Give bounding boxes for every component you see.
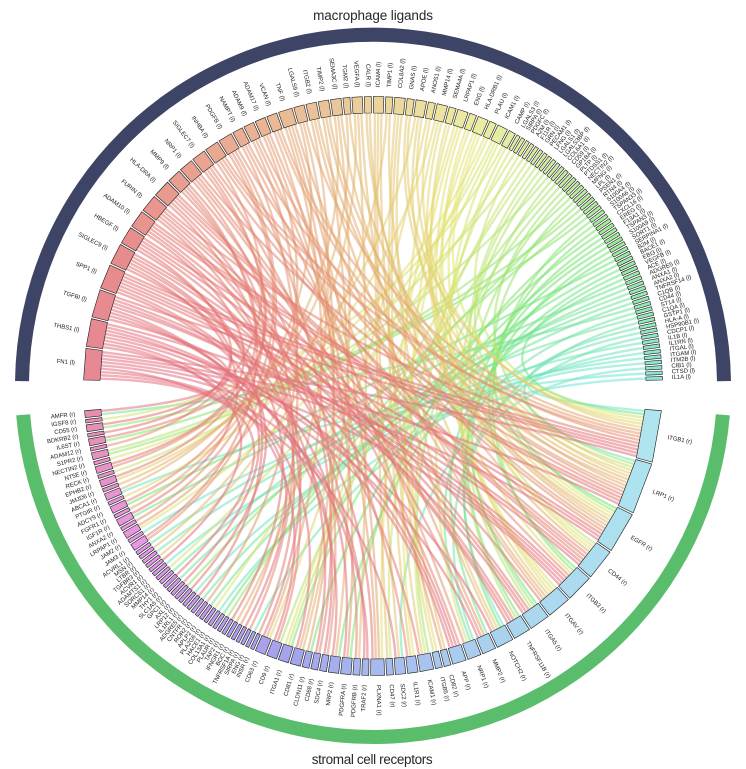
svg-text:CD81 (r): CD81 (r) <box>284 673 296 697</box>
svg-text:COL8A2 (l): COL8A2 (l) <box>398 58 407 88</box>
svg-text:IGSF8 (r): IGSF8 (r) <box>51 419 77 428</box>
svg-text:CIB1 (l): CIB1 (l) <box>671 362 692 369</box>
svg-text:IL1RN (l): IL1RN (l) <box>669 338 694 347</box>
svg-text:ITGAM (l): ITGAM (l) <box>670 350 696 359</box>
svg-text:ANOS1 (l): ANOS1 (l) <box>431 66 442 94</box>
svg-text:TNF (l): TNF (l) <box>274 82 285 102</box>
svg-text:TIMP1 (l): TIMP1 (l) <box>387 63 394 88</box>
svg-text:BDKRB2 (r): BDKRB2 (r) <box>47 434 79 445</box>
svg-text:FN1 (l): FN1 (l) <box>56 359 75 366</box>
svg-text:CD47 (r): CD47 (r) <box>388 684 395 707</box>
svg-text:APP (r): APP (r) <box>460 670 472 690</box>
svg-text:CALR (l): CALR (l) <box>364 64 370 87</box>
svg-text:TGM2 (l): TGM2 (l) <box>340 64 348 88</box>
svg-text:IL6ST (r): IL6ST (r) <box>56 441 80 451</box>
svg-text:ITGAL (l): ITGAL (l) <box>669 344 694 353</box>
svg-text:VEGFA (l): VEGFA (l) <box>352 61 359 88</box>
svg-text:CD68 (r): CD68 (r) <box>305 678 316 702</box>
svg-text:AMFR (r): AMFR (r) <box>51 412 76 420</box>
svg-text:ITM2B (l): ITM2B (l) <box>671 356 696 364</box>
svg-text:SDC2 (r): SDC2 (r) <box>399 683 407 707</box>
svg-text:macrophage ligands: macrophage ligands <box>313 8 433 23</box>
svg-text:PDGFRB (r): PDGFRB (r) <box>351 684 359 717</box>
svg-text:HLA-A (l): HLA-A (l) <box>664 314 689 325</box>
svg-text:IL1B (l): IL1B (l) <box>668 333 688 342</box>
svg-text:ITGB2 (l): ITGB2 (l) <box>301 70 312 95</box>
svg-text:TRAF2 (r): TRAF2 (r) <box>361 685 368 712</box>
svg-text:ITGB1 (r): ITGB1 (r) <box>667 435 693 445</box>
svg-text:PLXNA1 (r): PLXNA1 (r) <box>375 685 381 716</box>
svg-text:CD82 (r): CD82 (r) <box>447 674 459 698</box>
svg-text:SDC4 (r): SDC4 (r) <box>314 680 324 704</box>
svg-text:THBS1 (l): THBS1 (l) <box>53 323 80 334</box>
svg-text:GNAS (l): GNAS (l) <box>409 65 418 90</box>
svg-text:SEMA3C (l): SEMA3C (l) <box>327 58 337 90</box>
svg-text:ICAM4 (l): ICAM4 (l) <box>376 62 382 87</box>
svg-text:CDCP1 (l): CDCP1 (l) <box>667 325 695 336</box>
svg-text:ITGB5 (r): ITGB5 (r) <box>438 676 450 702</box>
svg-text:TIMP2 (l): TIMP2 (l) <box>315 67 325 92</box>
svg-text:C1QA (l): C1QA (l) <box>662 303 686 315</box>
svg-text:IL1R1 (r): IL1R1 (r) <box>411 682 420 706</box>
svg-text:ICAM1 (r): ICAM1 (r) <box>426 679 437 706</box>
svg-text:IL1A (l): IL1A (l) <box>672 374 691 381</box>
svg-text:APOE (l): APOE (l) <box>420 67 430 91</box>
svg-text:CD55 (r): CD55 (r) <box>54 427 78 436</box>
svg-text:CTSD (l): CTSD (l) <box>672 368 696 375</box>
svg-text:ST14 (l): ST14 (l) <box>660 297 682 309</box>
svg-text:stromal cell receptors: stromal cell receptors <box>312 752 433 767</box>
svg-text:NRP2 (r): NRP2 (r) <box>326 682 335 706</box>
svg-text:PDGFRA (r): PDGFRA (r) <box>339 683 348 716</box>
